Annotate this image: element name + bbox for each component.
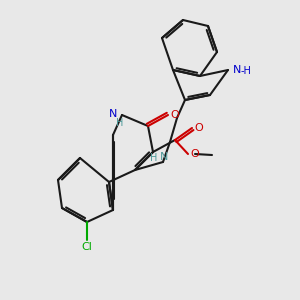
Text: N: N: [160, 152, 168, 162]
Text: O: O: [195, 123, 203, 133]
Text: Cl: Cl: [82, 242, 92, 252]
Text: H: H: [116, 118, 124, 128]
Text: H: H: [150, 153, 158, 163]
Text: N: N: [233, 65, 241, 75]
Text: -H: -H: [241, 66, 251, 76]
Text: N: N: [109, 109, 117, 119]
Text: O: O: [190, 149, 200, 159]
Text: O: O: [171, 110, 179, 120]
